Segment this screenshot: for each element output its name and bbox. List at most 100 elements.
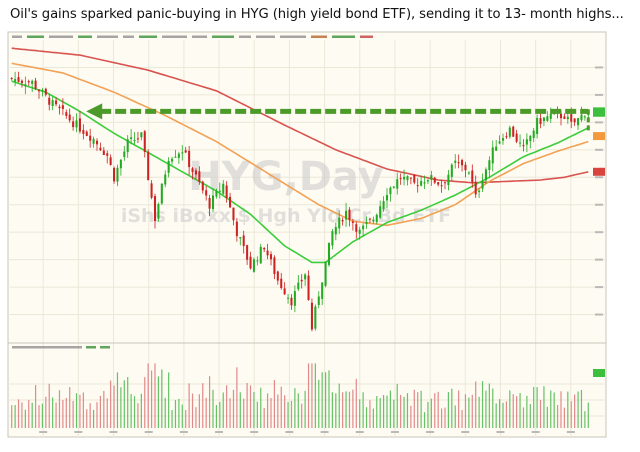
volume-bar bbox=[481, 381, 484, 428]
candle-body bbox=[491, 147, 494, 164]
volume-bar bbox=[191, 393, 194, 428]
volume-bar bbox=[284, 395, 286, 428]
volume-bar bbox=[475, 381, 477, 428]
candle-body bbox=[201, 181, 204, 191]
volume-bar bbox=[157, 376, 160, 428]
volume-bar bbox=[492, 388, 494, 428]
volume-bar bbox=[584, 411, 586, 428]
volume-bar bbox=[205, 397, 207, 428]
volume-bar bbox=[556, 404, 559, 428]
volume-bar bbox=[516, 396, 518, 428]
sma200-line bbox=[11, 47, 589, 184]
volume-bar bbox=[110, 380, 112, 428]
candle-body bbox=[375, 214, 378, 223]
candle-body bbox=[362, 225, 365, 230]
axis-tick-label-block bbox=[595, 203, 603, 206]
candle-body bbox=[181, 152, 184, 154]
volume-bar bbox=[311, 363, 313, 428]
volume-bar bbox=[58, 390, 61, 428]
volume-bar bbox=[519, 393, 521, 428]
candle-body bbox=[532, 130, 535, 138]
candle-body bbox=[191, 168, 194, 172]
candle-body bbox=[276, 271, 279, 281]
volume-bar bbox=[123, 380, 125, 428]
price-axis-tags bbox=[593, 66, 605, 377]
volume-bar bbox=[185, 410, 187, 428]
header-text-block bbox=[162, 35, 187, 38]
candle-body bbox=[65, 112, 68, 116]
volume-bar bbox=[546, 406, 548, 428]
sma50-line bbox=[11, 80, 589, 264]
candle-body bbox=[570, 114, 573, 122]
candle-body bbox=[583, 116, 586, 118]
volume-bar bbox=[140, 393, 142, 428]
volume-bar bbox=[260, 387, 262, 428]
volume-bar bbox=[270, 398, 272, 428]
volume-bar bbox=[62, 399, 64, 428]
candle-body bbox=[290, 297, 293, 306]
candle-body bbox=[174, 156, 177, 158]
candle-body bbox=[10, 78, 13, 80]
candle-body bbox=[229, 196, 232, 208]
volume-bar bbox=[577, 391, 579, 428]
date-tick-label-block bbox=[496, 431, 505, 433]
candle-body bbox=[450, 164, 453, 177]
volume-bar bbox=[389, 390, 392, 428]
volume-bar bbox=[174, 400, 177, 428]
candle-body bbox=[37, 89, 41, 92]
volume-bar bbox=[393, 399, 395, 428]
volume-bar bbox=[45, 396, 47, 428]
candle-body bbox=[433, 177, 436, 183]
volume-bar bbox=[396, 383, 398, 428]
volume-bar bbox=[82, 392, 84, 428]
volume-bar bbox=[277, 394, 279, 428]
volume-bar bbox=[229, 398, 231, 428]
volume-bar bbox=[434, 393, 436, 428]
candle-body bbox=[566, 116, 569, 120]
volume-bar bbox=[543, 386, 545, 428]
candle-body bbox=[317, 296, 320, 305]
axis-tick-label-block bbox=[595, 121, 603, 124]
volume-bar bbox=[69, 387, 71, 428]
volume-header-block bbox=[12, 346, 82, 349]
candle-body bbox=[266, 250, 269, 256]
volume-bar bbox=[48, 383, 50, 428]
candle-body bbox=[478, 190, 481, 193]
volume-bar bbox=[335, 393, 337, 428]
candle-body bbox=[300, 279, 303, 282]
volume-bar bbox=[348, 391, 351, 428]
candle-body bbox=[481, 181, 484, 189]
candle-body bbox=[252, 259, 255, 272]
candle-body bbox=[164, 174, 167, 185]
volume-bar bbox=[451, 388, 453, 428]
volume-bar bbox=[290, 400, 293, 428]
candle-body bbox=[211, 195, 215, 210]
price-tag bbox=[593, 132, 605, 141]
volume-bar bbox=[382, 395, 385, 428]
candle-body bbox=[368, 218, 371, 220]
watermark-title: HYG,Day bbox=[188, 154, 384, 200]
candle-body bbox=[249, 256, 252, 269]
date-tick-label-block bbox=[179, 431, 188, 433]
header-text-block bbox=[280, 35, 306, 38]
volume-bar bbox=[495, 403, 497, 428]
candle-body bbox=[580, 114, 583, 121]
candle-body bbox=[372, 219, 375, 222]
candle-body bbox=[389, 187, 392, 195]
volume-bar bbox=[103, 390, 105, 428]
volume-bar bbox=[420, 390, 422, 428]
candle-body bbox=[525, 139, 528, 145]
candle-body bbox=[355, 224, 358, 232]
candle-body bbox=[222, 183, 225, 194]
volume-bar bbox=[273, 380, 276, 428]
volume-bar bbox=[406, 393, 409, 428]
candle-body bbox=[55, 100, 58, 105]
candle-body bbox=[95, 140, 99, 145]
volume-bar bbox=[447, 392, 450, 428]
candle-body bbox=[205, 190, 208, 196]
candle-body bbox=[440, 185, 443, 187]
volume-bar bbox=[14, 405, 16, 428]
volume-bar bbox=[212, 389, 214, 428]
candle-body bbox=[27, 81, 30, 83]
candle-body bbox=[324, 261, 327, 286]
